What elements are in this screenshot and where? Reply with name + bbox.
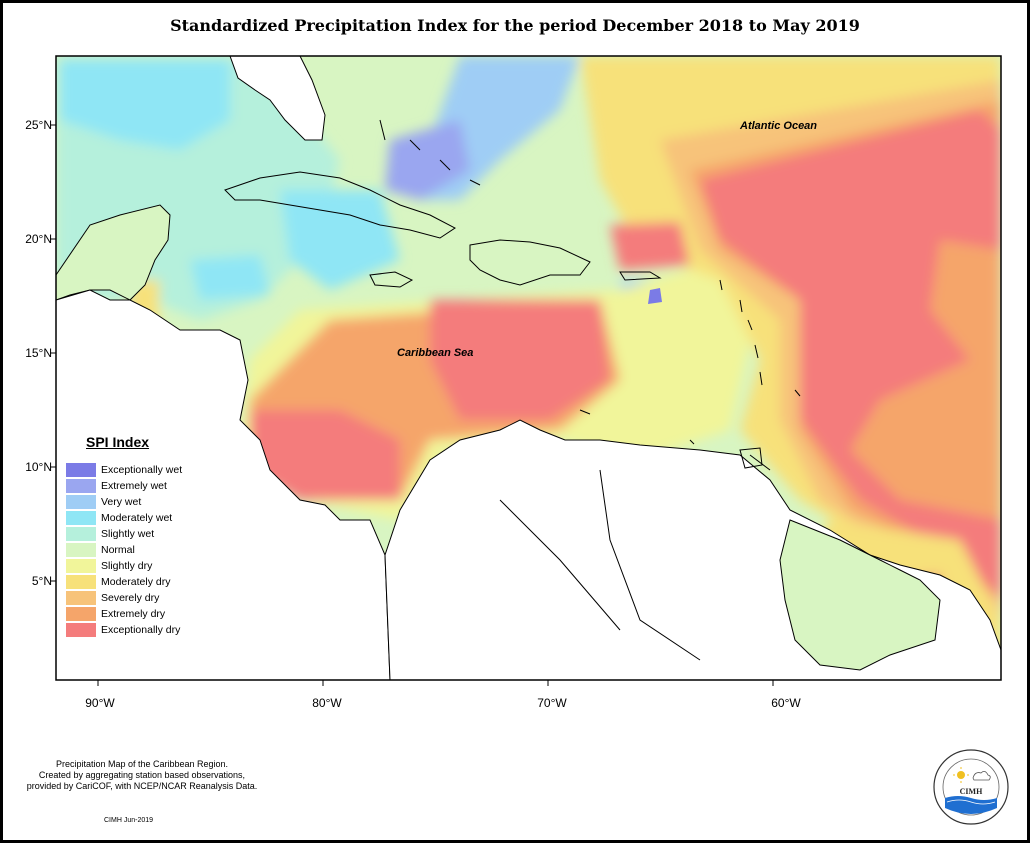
legend-swatch <box>66 463 96 477</box>
sun-icon <box>957 771 965 779</box>
legend-swatch <box>66 623 96 637</box>
jamaica <box>369 271 414 288</box>
map-border <box>55 55 1002 681</box>
legend-item: Slightly wet <box>64 527 264 542</box>
credit-text: Precipitation Map of the Caribbean Regio… <box>6 759 278 792</box>
lat-label-20n: 20°N <box>25 232 52 246</box>
lat-label-15n: 15°N <box>25 346 52 360</box>
legend-label: Extremely dry <box>101 608 166 620</box>
legend-swatch <box>66 511 96 525</box>
legend-title: SPI Index <box>86 434 150 450</box>
legend-label: Exceptionally dry <box>101 624 181 636</box>
waves-icon <box>945 796 997 814</box>
legend-item: Severely dry <box>64 591 264 606</box>
florida <box>229 56 326 141</box>
legend-swatch <box>66 575 96 589</box>
legend-swatch <box>66 607 96 621</box>
legend-label: Slightly wet <box>101 528 155 540</box>
legend-swatch <box>66 527 96 541</box>
credit-line-2: Created by aggregating station based obs… <box>38 770 246 780</box>
legend-item: Extremely wet <box>64 479 264 494</box>
axis-ticks <box>50 124 774 686</box>
puerto-rico <box>619 271 662 281</box>
trinidad <box>739 447 763 469</box>
lat-label-25n: 25°N <box>25 118 52 132</box>
legend-label: Very wet <box>101 496 142 508</box>
legend-swatch <box>66 543 96 557</box>
legend-item: Extremely dry <box>64 607 264 622</box>
atlantic-ocean-label: Atlantic Ocean <box>740 120 818 132</box>
exceptionally-dry-zone-caribbean <box>430 300 610 420</box>
lat-label-10n: 10°N <box>25 460 52 474</box>
legend-swatch <box>66 479 96 493</box>
yucatan <box>56 204 171 301</box>
exceptionally-dry-zone-atlantic <box>700 110 1001 600</box>
legend-label: Extremely wet <box>101 480 167 492</box>
legend-item: Very wet <box>64 495 264 510</box>
exceptionally-wet-spot <box>648 288 662 304</box>
legend-item: Exceptionally wet <box>64 463 264 478</box>
caribbean-sea-label: Caribbean Sea <box>397 347 474 359</box>
logo-text: CIMH <box>960 787 983 796</box>
cimh-logo: CIMH <box>933 749 1009 825</box>
legend-item: Exceptionally dry <box>64 623 264 638</box>
lon-label-90w: 90°W <box>85 696 115 710</box>
legend-label: Slightly dry <box>101 560 153 572</box>
moderately-wet-zone-west <box>190 255 270 300</box>
legend-swatch <box>66 495 96 509</box>
credit-line-3: provided by CariCOF, with NCEP/NCAR Rean… <box>26 781 258 791</box>
legend-item: Moderately dry <box>64 575 264 590</box>
credit-line-1: Precipitation Map of the Caribbean Regio… <box>55 759 229 769</box>
legend-label: Normal <box>101 544 135 556</box>
small-islands <box>379 119 801 445</box>
legend-label: Severely dry <box>101 592 160 604</box>
legend-item: Moderately wet <box>64 511 264 526</box>
moderately-wet-zone-north <box>60 60 230 150</box>
legend-label: Moderately wet <box>101 512 173 524</box>
central-america <box>56 289 391 680</box>
guyana-suriname <box>779 519 941 671</box>
legend-item: Slightly dry <box>64 559 264 574</box>
legend-swatch <box>66 559 96 573</box>
legend-item: Normal <box>64 543 264 558</box>
legend-label: Exceptionally wet <box>101 464 183 476</box>
cuba <box>224 171 456 239</box>
date-stamp: CIMH Jun-2019 <box>104 817 154 824</box>
colombia-border <box>499 499 621 631</box>
lat-label-5n: 5°N <box>31 574 52 588</box>
guianas <box>779 519 941 671</box>
lon-label-80w: 80°W <box>312 696 342 710</box>
exceptionally-dry-zone-pr <box>610 222 690 270</box>
lon-label-60w: 60°W <box>771 696 801 710</box>
map-title: Standardized Precipitation Index for the… <box>170 16 860 35</box>
legend-label: Moderately dry <box>101 576 171 588</box>
hispaniola <box>469 239 591 286</box>
lon-label-70w: 70°W <box>537 696 567 710</box>
venezuela-border <box>599 469 701 661</box>
extremely-wet-zone <box>385 120 470 200</box>
legend-swatch <box>66 591 96 605</box>
moderately-wet-zone-cuba <box>280 190 400 290</box>
cloud-icon <box>972 771 991 781</box>
exceptionally-dry-zone-south <box>250 410 400 500</box>
